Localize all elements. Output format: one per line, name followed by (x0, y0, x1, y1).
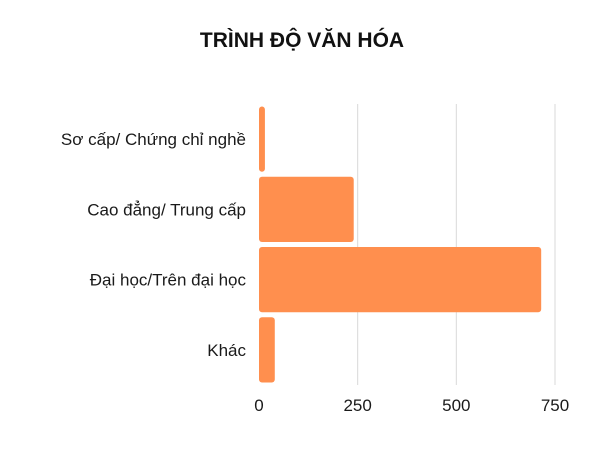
category-label-3: Đại học/Trên đại học (90, 271, 247, 290)
x-tick-label-250: 250 (343, 396, 371, 415)
bar-4 (259, 317, 275, 383)
x-tick-label-750: 750 (541, 396, 569, 415)
category-label-1: Sơ cấp/ Chứng chỉ nghề (61, 130, 246, 149)
category-label-2: Cao đẳng/ Trung cấp (87, 200, 246, 219)
category-labels: Sơ cấp/ Chứng chỉ nghề Cao đẳng/ Trung cấ… (61, 130, 247, 360)
chart-title: TRÌNH ĐỘ VĂN HÓA (200, 28, 404, 52)
bars (259, 106, 542, 383)
x-tick-label-0: 0 (254, 396, 263, 415)
bar-3 (259, 246, 542, 313)
x-axis-tick-labels: 0 250 500 750 (254, 396, 569, 415)
x-tick-label-500: 500 (442, 396, 470, 415)
bar-1 (259, 106, 265, 172)
bar-2 (259, 176, 354, 243)
category-label-4: Khác (207, 341, 246, 360)
gridlines (357, 104, 556, 385)
